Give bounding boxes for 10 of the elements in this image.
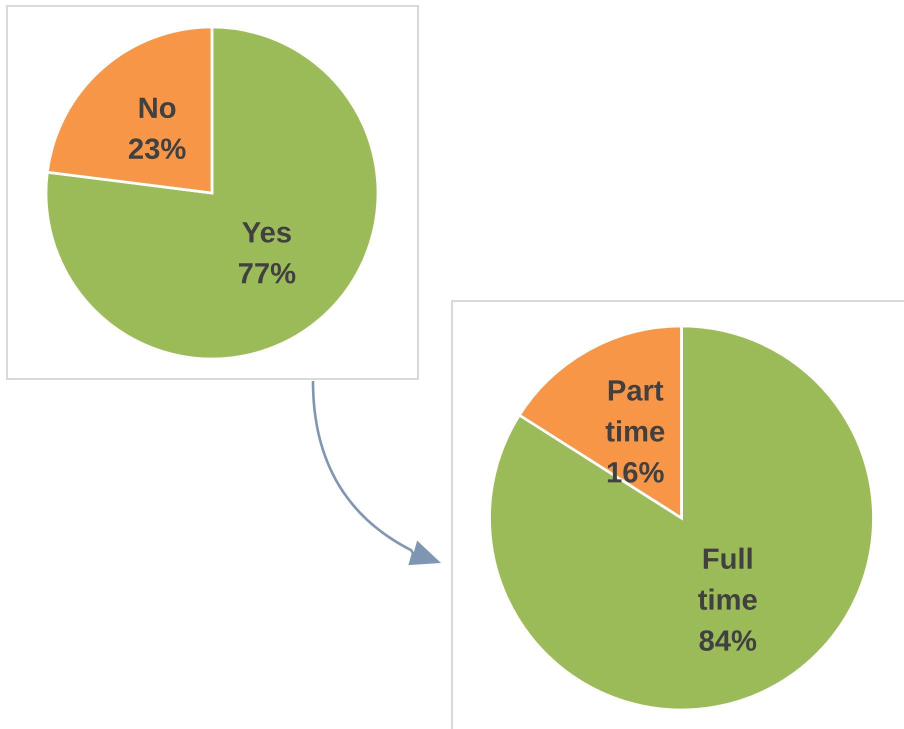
pie-slice xyxy=(488,324,875,712)
pie-slice xyxy=(44,26,380,360)
data-label: 84% xyxy=(699,630,756,651)
slice-label: Yes xyxy=(242,222,291,243)
slice-label: No xyxy=(140,98,176,118)
slice-label: Full time xyxy=(698,548,757,610)
data-label: 23% xyxy=(128,138,186,160)
data-label: 16% xyxy=(608,462,664,483)
data-label: 77% xyxy=(238,262,296,284)
slice-label: Part time xyxy=(606,380,664,442)
